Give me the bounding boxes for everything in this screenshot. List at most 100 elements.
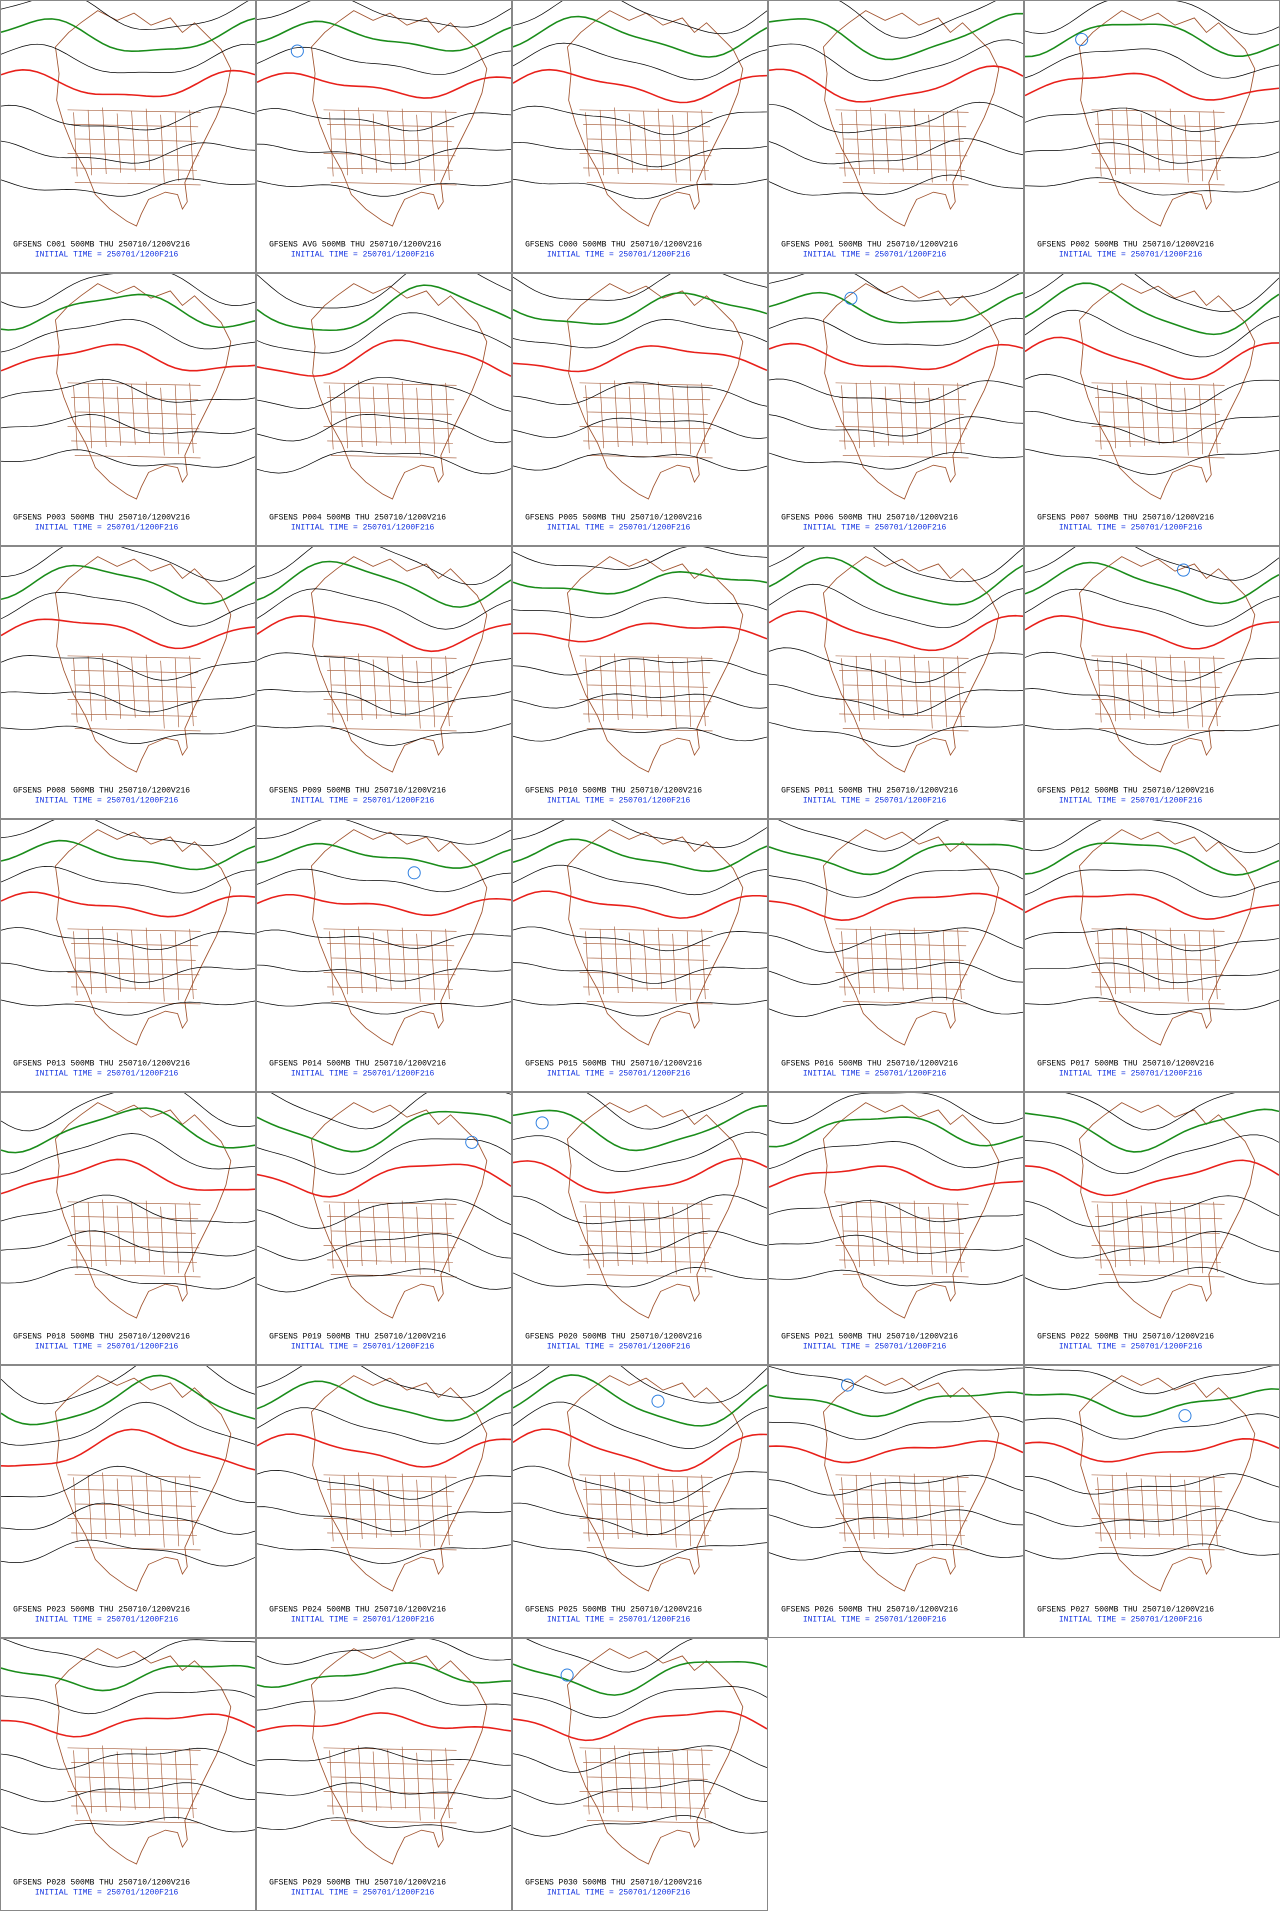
contour bbox=[513, 926, 767, 952]
contour bbox=[1, 1107, 255, 1154]
contour bbox=[1025, 1438, 1279, 1463]
coastline bbox=[1078, 829, 1256, 1046]
panel-title: GFSENS P003 500MB THU 250710/1200V216 bbox=[13, 514, 190, 523]
contour bbox=[1025, 1508, 1279, 1527]
contour bbox=[769, 65, 1023, 103]
map: GFSENS P006 500MB THU 250710/1200V216INI… bbox=[769, 274, 1023, 532]
contour bbox=[257, 1639, 511, 1665]
contour bbox=[1025, 336, 1279, 381]
contour bbox=[1, 1401, 255, 1446]
contour bbox=[513, 838, 767, 873]
contour bbox=[1025, 615, 1279, 650]
panel-init-time: INITIAL TIME = 250701/1200F216 bbox=[803, 250, 947, 259]
state-lines bbox=[579, 1199, 713, 1278]
panel-init-time: INITIAL TIME = 250701/1200F216 bbox=[1059, 1615, 1203, 1624]
map-panel: GFSENS P024 500MB THU 250710/1200V216 INI… bbox=[256, 1365, 512, 1638]
contour bbox=[513, 1374, 767, 1427]
contour bbox=[513, 178, 767, 200]
contour bbox=[769, 556, 1023, 606]
contour bbox=[1025, 142, 1279, 164]
state-lines bbox=[323, 926, 457, 1005]
panel-init-time: INITIAL TIME = 250701/1200F216 bbox=[803, 796, 947, 805]
state-lines bbox=[67, 1745, 201, 1824]
contour bbox=[257, 1662, 511, 1689]
contour bbox=[1025, 547, 1279, 581]
panel-init-time: INITIAL TIME = 250701/1200F216 bbox=[291, 796, 435, 805]
coastline bbox=[310, 1648, 488, 1865]
map: GFSENS P026 500MB THU 250710/1200V216INI… bbox=[769, 1366, 1023, 1624]
state-lines bbox=[1091, 653, 1225, 732]
panel-title: GFSENS P024 500MB THU 250710/1200V216 bbox=[269, 1606, 446, 1615]
coastline bbox=[1078, 10, 1256, 227]
map-panel: GFSENS P010 500MB THU 250710/1200V216 INI… bbox=[512, 546, 768, 819]
contour bbox=[1025, 651, 1279, 682]
contour bbox=[513, 1194, 767, 1225]
contour bbox=[1, 178, 255, 197]
map-panel: GFSENS P013 500MB THU 250710/1200V216 INI… bbox=[0, 819, 256, 1092]
panel-init-time: INITIAL TIME = 250701/1200F216 bbox=[291, 523, 435, 532]
contour bbox=[1025, 448, 1279, 475]
contour bbox=[257, 1198, 511, 1229]
low-center bbox=[1178, 1409, 1192, 1423]
coastline bbox=[822, 283, 1000, 500]
map-panel: GFSENS P028 500MB THU 250710/1200V216 INI… bbox=[0, 1638, 256, 1911]
contour bbox=[513, 1230, 767, 1256]
contour bbox=[1025, 1413, 1279, 1440]
panel-init-time: INITIAL TIME = 250701/1200F216 bbox=[547, 523, 691, 532]
panel-init-time: INITIAL TIME = 250701/1200F216 bbox=[1059, 1069, 1203, 1078]
contour bbox=[513, 345, 767, 373]
state-lines bbox=[579, 653, 713, 732]
contour bbox=[1, 343, 255, 372]
coastline bbox=[1078, 1375, 1256, 1592]
map: GFSENS P009 500MB THU 250710/1200V216INI… bbox=[257, 547, 511, 805]
contour bbox=[1, 962, 255, 983]
state-lines bbox=[67, 380, 201, 459]
panel-init-time: INITIAL TIME = 250701/1200F216 bbox=[547, 1069, 691, 1078]
contour bbox=[257, 652, 511, 684]
state-lines bbox=[67, 1199, 201, 1278]
coastline bbox=[1078, 283, 1256, 500]
contour bbox=[513, 68, 767, 104]
contour bbox=[1, 140, 255, 164]
contour bbox=[257, 1433, 511, 1468]
map-panel: GFSENS C000 500MB THU 250710/1200V216 INI… bbox=[512, 0, 768, 273]
map: GFSENS P010 500MB THU 250710/1200V216INI… bbox=[513, 547, 767, 805]
map-panel: GFSENS P015 500MB THU 250710/1200V216 INI… bbox=[512, 819, 768, 1092]
contour bbox=[1, 449, 255, 468]
panel-title: GFSENS P018 500MB THU 250710/1200V216 bbox=[13, 1333, 190, 1342]
map: GFSENS P005 500MB THU 250710/1200V216INI… bbox=[513, 274, 767, 532]
contour bbox=[257, 929, 511, 949]
map-panel: GFSENS P027 500MB THU 250710/1200V216 INI… bbox=[1024, 1365, 1280, 1638]
contour bbox=[257, 108, 511, 132]
contour bbox=[513, 1131, 767, 1173]
state-lines bbox=[835, 926, 969, 1005]
contour bbox=[1, 274, 255, 308]
contour bbox=[513, 1686, 767, 1719]
contour bbox=[1025, 23, 1279, 58]
contour bbox=[1025, 893, 1279, 920]
panel-init-time: INITIAL TIME = 250701/1200F216 bbox=[35, 796, 179, 805]
contour bbox=[769, 962, 1023, 985]
map-panel: GFSENS P030 500MB THU 250710/1200V216 INI… bbox=[512, 1638, 768, 1911]
map: GFSENS P002 500MB THU 250710/1200V216INI… bbox=[1025, 1, 1279, 259]
map-panel: GFSENS P016 500MB THU 250710/1200V216 INI… bbox=[768, 819, 1024, 1092]
contour bbox=[1, 999, 255, 1016]
contour bbox=[1, 378, 255, 403]
map: GFSENS C001 500MB THU 250710/1200V216INI… bbox=[1, 1, 255, 259]
contour bbox=[769, 1200, 1023, 1223]
map-panel: GFSENS P019 500MB THU 250710/1200V216 INI… bbox=[256, 1092, 512, 1365]
low-center bbox=[841, 1378, 855, 1392]
map: GFSENS P013 500MB THU 250710/1200V216INI… bbox=[1, 820, 255, 1078]
panel-title: GFSENS AVG 500MB THU 250710/1200V216 bbox=[269, 241, 441, 250]
contour bbox=[1025, 688, 1279, 714]
contour bbox=[526, 1639, 767, 1673]
panel-title: GFSENS P021 500MB THU 250710/1200V216 bbox=[781, 1333, 958, 1342]
contour bbox=[1025, 928, 1279, 952]
contour bbox=[1025, 1231, 1279, 1259]
contour bbox=[769, 1234, 1023, 1255]
map: GFSENS P015 500MB THU 250710/1200V216INI… bbox=[513, 820, 767, 1078]
panel-init-time: INITIAL TIME = 250701/1200F216 bbox=[291, 1069, 435, 1078]
state-lines bbox=[323, 107, 457, 186]
contour bbox=[1025, 1134, 1279, 1175]
contour bbox=[1025, 1473, 1279, 1495]
